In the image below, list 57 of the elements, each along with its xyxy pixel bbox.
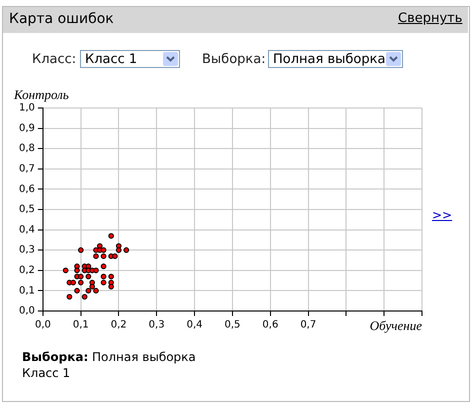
point [124, 247, 130, 253]
text: Класс 1 [85, 52, 138, 67]
point [74, 288, 80, 294]
point [78, 247, 84, 253]
point [100, 274, 106, 280]
chart-title: Карта ошибок [9, 11, 114, 27]
x-tick-label: 0,3 [148, 320, 165, 331]
point [66, 294, 72, 300]
y-tick-label: 0,9 [18, 122, 35, 134]
text: Свернуть [398, 11, 462, 26]
point [93, 288, 99, 294]
y-tick-label: 0,5 [18, 204, 35, 216]
x-axis-title: Обучение [370, 318, 422, 333]
y-tick-label: 0,3 [18, 244, 35, 256]
point [62, 268, 68, 274]
point [108, 274, 114, 280]
y-tick-label: 0,4 [18, 224, 35, 236]
point [112, 253, 118, 259]
point [86, 274, 92, 280]
point [93, 253, 99, 259]
point [116, 247, 122, 253]
x-tick-label: 0,6 [262, 320, 278, 331]
point [70, 280, 76, 286]
text: Выборка: [202, 52, 266, 67]
y-tick-label: 0,7 [18, 163, 35, 174]
x-tick-label: 0,4 [186, 320, 202, 331]
point [108, 233, 114, 239]
point [89, 284, 95, 290]
x-tick-label: 0,0 [34, 320, 51, 331]
point [100, 264, 106, 270]
point [100, 247, 106, 253]
y-axis-title: Контроль [13, 86, 69, 102]
text: Полная выборка [92, 350, 196, 364]
text: >> [432, 208, 452, 222]
point [82, 294, 88, 300]
point [78, 280, 84, 286]
point [78, 274, 84, 280]
x-tick-label: 0,7 [300, 320, 316, 331]
point [100, 253, 106, 259]
point [86, 288, 92, 294]
y-tick-label: 0,0 [18, 306, 35, 317]
text: Класс 1 [22, 366, 70, 380]
x-tick-label: 0,1 [72, 320, 89, 331]
point [100, 280, 106, 286]
y-tick-label: 0,8 [18, 143, 35, 154]
point [108, 284, 114, 290]
y-tick-label: 0,1 [18, 285, 35, 296]
text: Выборка: [22, 350, 88, 364]
point [74, 268, 80, 274]
text: Полная выборка [273, 52, 386, 67]
y-tick-label: 0,6 [18, 184, 35, 195]
y-tick-label: 1,0 [18, 102, 35, 114]
point [93, 268, 99, 274]
x-tick-label: 0,2 [110, 320, 127, 331]
text: Класс: [32, 52, 76, 67]
x-tick-label: 0,5 [224, 320, 240, 331]
y-tick-label: 0,2 [18, 264, 35, 276]
